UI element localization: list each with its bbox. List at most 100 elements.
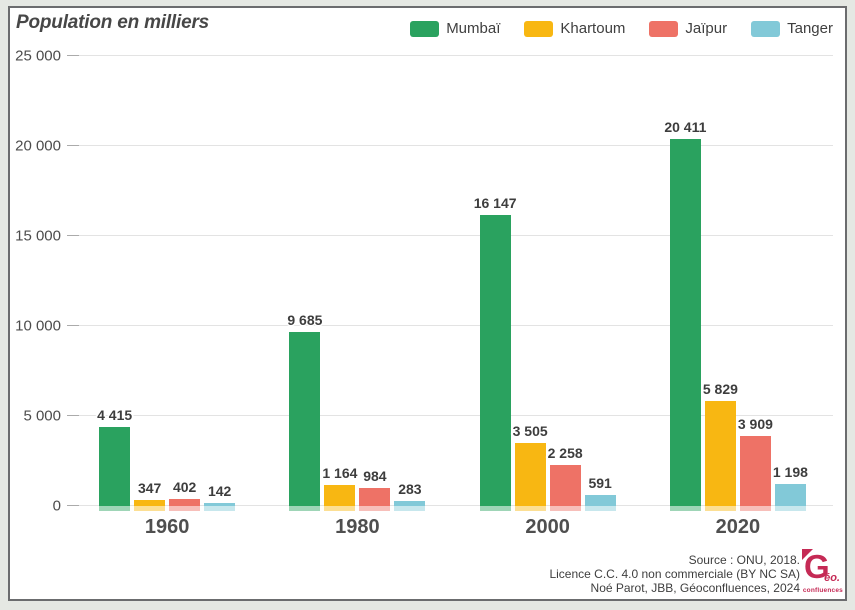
bar-value-label: 591 — [588, 475, 612, 492]
plot-area: 25 000 20 000 15 000 10 000 5 000 0 4 415 347 4… — [15, 47, 833, 538]
source-line: Source : ONU, 2018. — [688, 552, 800, 567]
legend-swatch — [751, 20, 781, 37]
legend-swatch — [649, 20, 679, 37]
licence-line: Licence C.C. 4.0 non commerciale (BY NC … — [549, 566, 800, 581]
bar-mumbaï-2020: 20 411 — [664, 119, 706, 511]
bar-mumbaï-1980: 9 685 — [287, 312, 322, 511]
bar-baseline-foot — [739, 506, 771, 511]
logo-flag-icon — [802, 549, 813, 560]
bar-khartoum-2020: 5 829 — [703, 381, 738, 511]
legend-swatch — [524, 20, 554, 37]
bar-value-label: 984 — [363, 468, 387, 485]
bar-jaïpur-2020: 3 909 — [738, 416, 773, 511]
legend-label: Tanger — [787, 20, 833, 37]
bar-khartoum-2000: 3 505 — [513, 423, 548, 511]
gridline: 0 — [53, 497, 833, 514]
bar-baseline-foot — [479, 506, 511, 511]
source-credits: Source : ONU, 2018. Licence C.C. 4.0 non… — [549, 553, 800, 595]
bar-value-label: 2 258 — [547, 445, 583, 462]
bar-baseline-foot — [359, 506, 391, 511]
gridline: 15 000 — [15, 227, 833, 244]
gridline: 10 000 — [15, 317, 833, 334]
y-axis-label: 10 000 — [15, 317, 61, 334]
bar-value-label: 402 — [172, 478, 197, 495]
bar-value-label: 9 685 — [287, 311, 323, 328]
logo-eo-text: éo. — [824, 572, 840, 584]
bar-tanger-1960: 142 — [204, 483, 236, 511]
gridline: 5 000 — [23, 407, 833, 424]
authors-line: Noé Parot, JBB, Géoconfluences, 2024 — [590, 580, 800, 595]
geoconfluences-logo: G éo. confluences — [801, 549, 843, 595]
bar-tanger-2000: 591 — [584, 475, 616, 511]
x-axis-label-2020: 2020 — [715, 516, 761, 538]
legend-item-3: Tanger — [751, 20, 833, 37]
bar-baseline-foot — [549, 506, 581, 511]
bar-value-label: 283 — [398, 480, 422, 497]
bar-value-label: 3 505 — [512, 422, 548, 439]
y-axis-label: 20 000 — [15, 137, 61, 154]
logo-g-letter: G — [804, 548, 830, 585]
bars-row: 4 415 347 402 142 9 685 1 164 984 283 16 147 3 50… — [72, 56, 833, 511]
x-axis-labels: 1960 1980 2000 2020 — [72, 516, 833, 539]
y-axis-label: 15 000 — [15, 227, 61, 244]
bar-baseline-foot — [204, 506, 236, 511]
bar-baseline-foot — [704, 506, 736, 511]
bar-tanger-1980: 283 — [394, 481, 426, 511]
x-axis-label-1960: 1960 — [144, 516, 190, 538]
bar-baseline-foot — [669, 506, 701, 511]
legend: Mumbaï Khartoum Jaïpur Tanger — [410, 20, 833, 37]
bar-baseline-foot — [169, 506, 201, 511]
bar-value-label: 5 829 — [702, 381, 738, 398]
bar-baseline-foot — [394, 506, 426, 511]
chart-title: Population en milliers — [16, 12, 210, 33]
y-axis-tick — [67, 235, 79, 236]
bar-khartoum-1980: 1 164 — [322, 465, 357, 511]
bar-group-1960: 4 415 347 402 142 — [72, 56, 262, 511]
bar-baseline-foot — [324, 506, 356, 511]
bar-baseline-foot — [514, 506, 546, 511]
bar-baseline-foot — [584, 506, 616, 511]
bar-khartoum-1960: 347 — [134, 480, 166, 511]
chart-card: Population en milliers Mumbaï Khartoum Jaï… — [8, 6, 847, 601]
bar-value-label: 142 — [207, 483, 232, 500]
bar-group-2000: 16 147 3 505 2 258 591 — [453, 56, 643, 511]
legend-item-0: Mumbaï — [410, 20, 500, 37]
bar-value-label: 16 147 — [473, 195, 517, 212]
gridline: 20 000 — [15, 137, 833, 154]
bar-group-2020: 20 411 5 829 3 909 1 198 — [643, 56, 833, 511]
legend-label: Khartoum — [560, 20, 626, 37]
y-axis-label: 0 — [52, 497, 61, 514]
bar-group-1980: 9 685 1 164 984 283 — [262, 56, 452, 511]
legend-label: Mumbaï — [446, 20, 501, 37]
bar-value-label: 4 415 — [97, 406, 133, 423]
gridline: 25 000 — [15, 47, 833, 64]
bar-value-label: 1 198 — [772, 464, 808, 481]
bar-mumbaï-1960: 4 415 — [97, 407, 132, 511]
bar-baseline-foot — [99, 506, 131, 511]
y-axis-tick — [67, 415, 79, 416]
y-axis-label: 5 000 — [23, 407, 61, 424]
bar-baseline-foot — [774, 506, 806, 511]
x-axis-label-2000: 2000 — [525, 516, 570, 538]
bar-jaïpur-1980: 984 — [359, 468, 391, 511]
y-axis-tick — [67, 145, 79, 146]
y-axis-tick — [67, 505, 79, 506]
logo-confluences-text: confluences — [802, 587, 843, 594]
y-axis-tick — [67, 325, 79, 326]
y-axis-tick — [67, 55, 79, 56]
bar-value-label: 3 909 — [737, 415, 773, 432]
legend-item-1: Khartoum — [524, 20, 625, 37]
legend-label: Jaïpur — [685, 20, 728, 37]
bar-jaïpur-1960: 402 — [169, 479, 201, 511]
legend-swatch — [410, 20, 440, 37]
bar-baseline-foot — [289, 506, 321, 511]
bar-value-label: 347 — [137, 479, 162, 496]
bar-mumbaï-2000: 16 147 — [474, 195, 517, 511]
legend-item-2: Jaïpur — [649, 20, 727, 37]
bar-value-label: 20 411 — [664, 118, 707, 135]
bar-jaïpur-2000: 2 258 — [548, 445, 583, 511]
bar-baseline-foot — [134, 506, 166, 511]
x-axis-label-1980: 1980 — [335, 516, 380, 538]
bar-value-label: 1 164 — [322, 465, 358, 482]
